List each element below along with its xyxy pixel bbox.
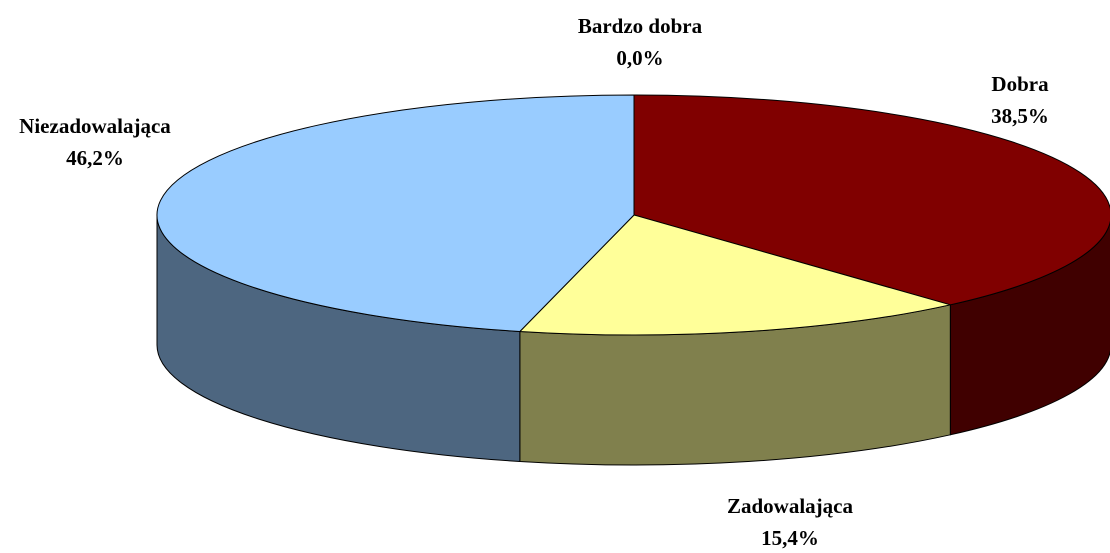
slice-value-label: 38,5% [991,104,1049,128]
slice-label: Dobra [991,72,1049,96]
slice [156,94,635,333]
slice [633,94,1110,306]
slice-label: Zadowalająca [727,494,854,518]
slice [519,214,951,336]
slice-label: Bardzo dobra [578,14,703,38]
slice-value-label: 46,2% [66,146,124,170]
slice-value-label: 0,0% [616,46,663,70]
slice-label: Niezadowalająca [19,114,171,138]
slice-value-label: 15,4% [761,526,819,550]
